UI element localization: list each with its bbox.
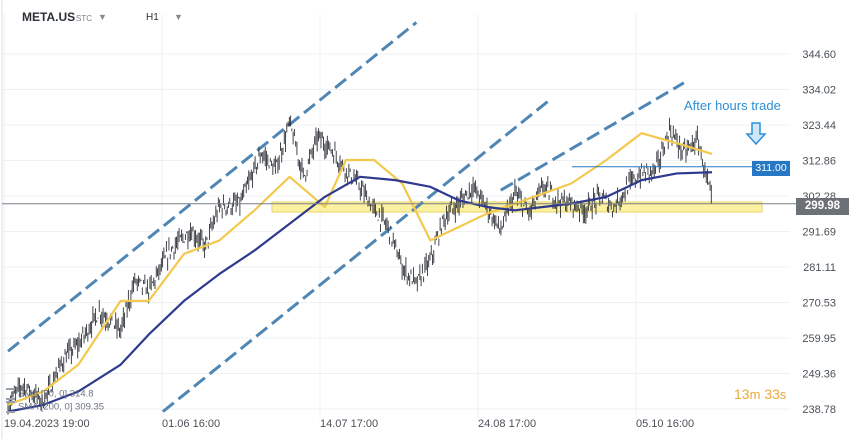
y-tick-label: 270.53 bbox=[802, 297, 836, 309]
x-tick-label: 01.06 16:00 bbox=[162, 418, 220, 430]
timer-seconds: 33 bbox=[764, 386, 780, 402]
timer-minutes: 13 bbox=[734, 386, 750, 402]
sma200-line bbox=[7, 171, 713, 413]
sma50-line bbox=[7, 132, 713, 406]
y-tick-label: 334.02 bbox=[802, 84, 836, 96]
y-tick-label: 323.44 bbox=[802, 120, 836, 132]
x-tick-label: 14.07 17:00 bbox=[320, 418, 378, 430]
trend-channel-line bbox=[500, 81, 685, 192]
y-tick-label: 344.60 bbox=[802, 49, 836, 61]
trend-channel-line bbox=[161, 98, 552, 413]
x-tick-label: 05.10 16:00 bbox=[636, 418, 694, 430]
timeframe-dropdown-caret-down-icon[interactable]: ▼ bbox=[174, 12, 183, 22]
settings-lines-icon[interactable] bbox=[6, 388, 15, 400]
timeframe-selector[interactable]: H1 bbox=[146, 12, 159, 23]
down-arrow-icon bbox=[745, 122, 767, 146]
symbol-suffix: STC bbox=[76, 14, 92, 23]
x-tick-label: 24.08 17:00 bbox=[478, 418, 536, 430]
settings-lines-icon[interactable] bbox=[6, 401, 15, 413]
x-tick-label: 19.04.2023 19:00 bbox=[4, 418, 90, 430]
level-price-badge: 311.00 bbox=[752, 161, 790, 176]
timer-minutes-unit: m bbox=[749, 387, 761, 402]
y-tick-label: 291.69 bbox=[802, 227, 836, 239]
timer-seconds-unit: s bbox=[779, 387, 787, 402]
symbol-dropdown-caret-down-icon[interactable]: ▼ bbox=[98, 12, 107, 22]
symbol-label[interactable]: META.US bbox=[22, 10, 76, 24]
current-price-badge: 299.98 bbox=[796, 198, 849, 215]
chart-grid bbox=[1, 0, 790, 439]
y-tick-label: 312.86 bbox=[802, 155, 836, 167]
indicator-label: SMA [200, 0] 309.35 bbox=[18, 401, 105, 413]
indicator-legend-sma50[interactable]: SMA [50, 0] 314.8 bbox=[6, 388, 94, 400]
y-tick-label: 238.78 bbox=[802, 404, 836, 416]
x-axis: 19.04.2023 19:00 01.06 16:00 14.07 17:00 24… bbox=[4, 418, 694, 430]
trend-channel-line bbox=[7, 21, 418, 353]
indicator-label: SMA [50, 0] 314.8 bbox=[18, 388, 94, 400]
indicator-legend-sma200[interactable]: SMA [200, 0] 309.35 bbox=[6, 401, 104, 413]
y-tick-label: 259.95 bbox=[802, 333, 836, 345]
y-tick-label: 281.11 bbox=[803, 262, 836, 274]
candle-countdown-timer: 13m 33s bbox=[734, 386, 786, 402]
y-axis: 344.60334.02323.44312.86302.28291.69281.… bbox=[802, 49, 836, 416]
y-tick-label: 249.36 bbox=[802, 369, 836, 381]
chart-toolbar: META.US STC ▼ H1 ▼ bbox=[0, 0, 250, 34]
after-hours-annotation: After hours trade bbox=[684, 98, 781, 113]
